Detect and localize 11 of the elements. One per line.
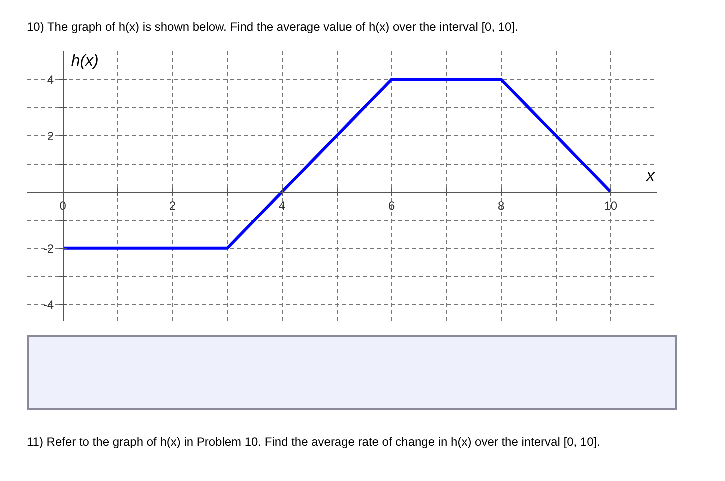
- y-tick-label: -2: [43, 242, 54, 256]
- x-tick-label: 6: [388, 199, 396, 214]
- x-tick-label: 10: [604, 199, 618, 214]
- chart-title: 10) The graph of h(x) is shown below. Find the average value of h(x) over the interval [0, 10].: [27, 19, 518, 36]
- text: 11) Refer to the graph of h(x) in Problem 10. Find the average rate of change in h(x) over the interval [0, 10].: [27, 434, 602, 451]
- x-tick-label: 2: [169, 199, 176, 214]
- y-axis-title: h(x): [71, 52, 99, 70]
- x-tick-label: 8: [498, 199, 506, 214]
- x-axis-title: x: [646, 168, 656, 186]
- x-tick-label: 4: [278, 199, 286, 214]
- y-tick-label: -4: [43, 298, 54, 312]
